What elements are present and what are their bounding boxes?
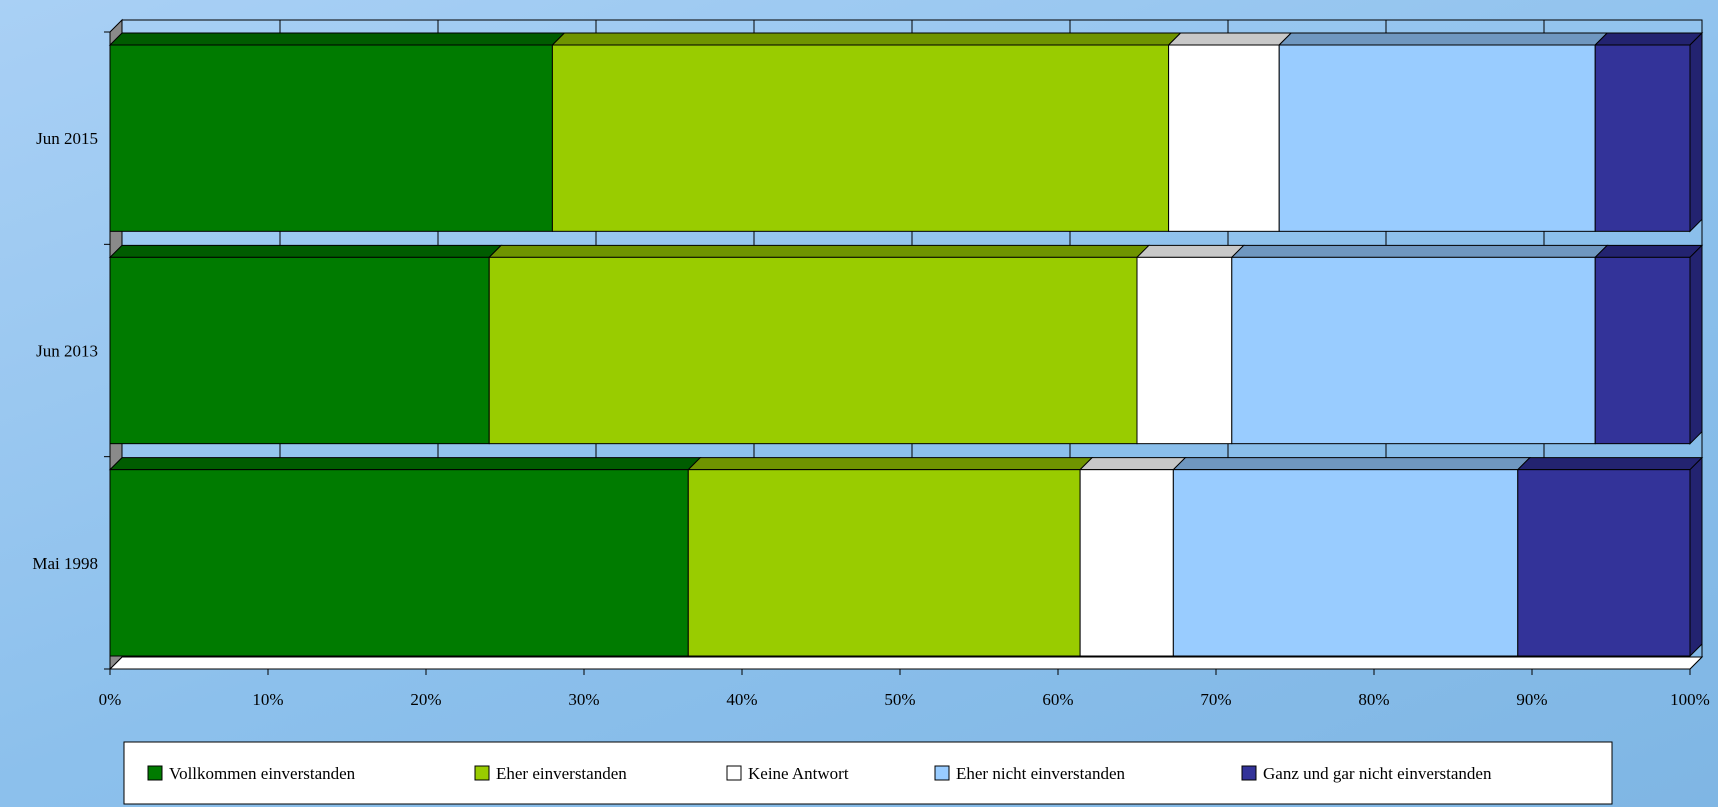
bar-top-face [551, 32, 1182, 46]
x-tick-label: 60% [1042, 690, 1073, 709]
bar-top-face [487, 244, 1151, 258]
legend: Vollkommen einverstanden Eher einverstand… [123, 741, 1613, 805]
bar-top-face [1230, 244, 1609, 258]
bar-segment [109, 256, 490, 445]
x-tick-label: 70% [1200, 690, 1231, 709]
bar-top-face [108, 457, 702, 471]
legend-swatch [1241, 765, 1257, 781]
bar-segment [1168, 44, 1280, 232]
legend-swatch [726, 765, 742, 781]
bar-segment [1594, 44, 1691, 232]
bar-top-face [108, 244, 503, 258]
legend-entry: Eher einverstanden [496, 764, 627, 783]
bars [108, 31, 1704, 658]
x-tick-label: 80% [1358, 690, 1389, 709]
bar-top-face [108, 32, 566, 46]
bar-side-face [1689, 31, 1703, 233]
bar-side-face [1689, 244, 1703, 445]
x-tick-label: 20% [410, 690, 441, 709]
bar-segment [1172, 469, 1519, 657]
category-labels: Jun 2015 Jun 2013 Mai 1998 [32, 129, 98, 573]
legend-box [123, 741, 1613, 805]
bar-top-face [687, 457, 1094, 471]
category-label: Jun 2015 [36, 129, 98, 148]
x-axis-tick-labels: 0% 10% 20% 30% 40% 50% 60% 70% 80% 90% 100% [99, 690, 1710, 709]
bar-segment [1231, 256, 1596, 445]
category-label: Mai 1998 [32, 554, 98, 573]
bar-top-face [1135, 244, 1246, 258]
x-tick-label: 0% [99, 690, 122, 709]
bar-top-face [1172, 457, 1531, 471]
legend-swatch [474, 765, 490, 781]
bar-segment [551, 44, 1170, 232]
bar-segment [488, 256, 1138, 445]
legend-entry: Ganz und gar nicht einverstanden [1263, 764, 1492, 783]
legend-swatch [934, 765, 950, 781]
bar-top-face [1593, 32, 1704, 46]
bar-top-face [1078, 457, 1187, 471]
legend-entry: Vollkommen einverstanden [169, 764, 356, 783]
bar-segment [687, 469, 1081, 657]
bar-top-face [1593, 244, 1704, 258]
bar-segment [109, 44, 553, 232]
x-tick-label: 30% [568, 690, 599, 709]
x-tick-label: 90% [1516, 690, 1547, 709]
category-label: Jun 2013 [36, 342, 98, 361]
bar-segment [1594, 256, 1691, 445]
bar-segment [1136, 256, 1233, 445]
bar-segment [1079, 469, 1174, 657]
x-tick-label: 50% [884, 690, 915, 709]
legend-entry: Eher nicht einverstanden [956, 764, 1125, 783]
x-tick-label: 40% [726, 690, 757, 709]
bar-segment [1517, 469, 1691, 657]
legend-entry: Keine Antwort [748, 764, 849, 783]
bar-top-face [1516, 457, 1704, 471]
x-tick-label: 10% [252, 690, 283, 709]
bar-side-face [1689, 456, 1703, 658]
bar-top-face [1277, 32, 1609, 46]
bar-top-face [1167, 32, 1293, 46]
bar-segment [1278, 44, 1596, 232]
bar-segment [109, 469, 689, 657]
legend-swatch [147, 765, 163, 781]
floor-face [108, 656, 1704, 670]
x-tick-label: 100% [1670, 690, 1710, 709]
